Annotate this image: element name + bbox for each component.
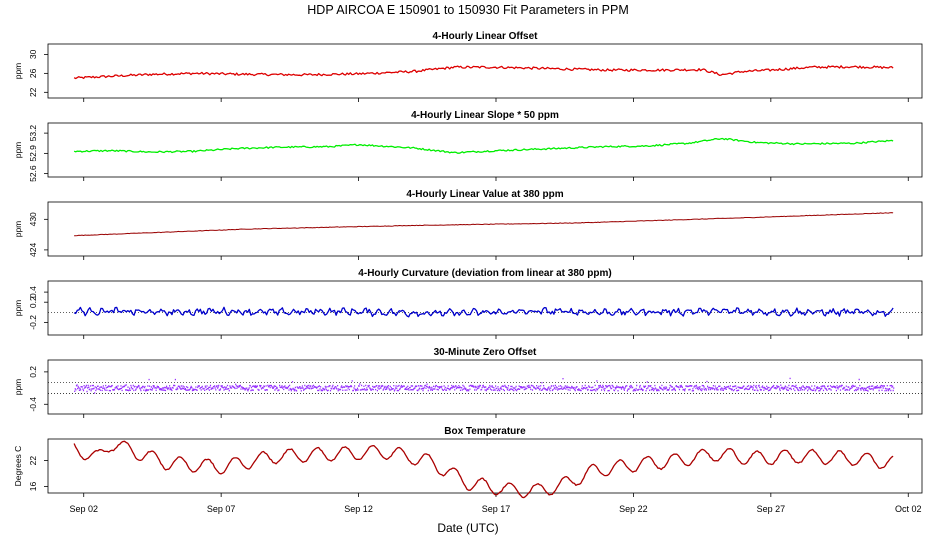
- series-line: [74, 212, 894, 237]
- panel-title: 4-Hourly Linear Value at 380 ppm: [406, 189, 563, 200]
- panel-5: 30-Minute Zero Offset ppm -0.4 0.2: [13, 347, 923, 418]
- plot-frame: [47, 280, 923, 336]
- y-tick-label: 0.2: [28, 366, 38, 378]
- plot-frame: [47, 122, 923, 178]
- y-tick-label: -0.4: [28, 397, 38, 412]
- y-tick-label: 22: [28, 456, 38, 466]
- y-tick-label: 52.6: [28, 165, 38, 182]
- y-tick-label: 53.2: [28, 125, 38, 142]
- x-tick-label: Sep 22: [619, 504, 648, 514]
- y-tick-label: 424: [28, 243, 38, 257]
- y-tick-label: 16: [28, 482, 38, 492]
- series-points: [74, 377, 895, 394]
- x-tick-label: Sep 12: [344, 504, 373, 514]
- x-axis: Sep 02 Sep 07 Sep 12 Sep 17 Sep 22 Sep 27 Oct …: [69, 504, 921, 514]
- series-line: [73, 137, 894, 154]
- panel-3: 4-Hourly Linear Value at 380 ppm ppm 424 43…: [13, 189, 923, 260]
- panel-title: 4-Hourly Linear Offset: [432, 31, 538, 42]
- series-line: [73, 65, 894, 80]
- y-tick-label: 52.9: [28, 145, 38, 162]
- panel-title: Box Temperature: [444, 426, 526, 437]
- y-axis-label: ppm: [13, 300, 23, 317]
- panels: 4-Hourly Linear Offsetppm2226304-Hourly …: [13, 31, 923, 499]
- y-tick-label: 30: [28, 49, 38, 59]
- panel-title: 30-Minute Zero Offset: [434, 347, 537, 358]
- series-line: [73, 440, 894, 499]
- plot-frame: [47, 43, 923, 99]
- panel-title: 4-Hourly Linear Slope * 50 ppm: [411, 110, 559, 121]
- x-tick-label: Sep 17: [482, 504, 511, 514]
- y-axis-label: ppm: [13, 221, 23, 238]
- y-tick-label: 26: [28, 68, 38, 78]
- panel-6: Box Temperature Degrees C 16 22: [13, 426, 923, 499]
- main-title: HDP AIRCOA E 150901 to 150930 Fit Parame…: [307, 3, 628, 17]
- plot-frame: [47, 438, 923, 494]
- y-axis-label: ppm: [13, 142, 23, 159]
- x-tick-label: Oct 02: [895, 504, 922, 514]
- panel-1: 4-Hourly Linear Offset ppm 22 26 30: [13, 31, 923, 102]
- y-tick-label: 22: [28, 87, 38, 97]
- panel-title: 4-Hourly Curvature (deviation from linea…: [358, 268, 611, 279]
- y-tick-label: 0.4: [28, 286, 38, 298]
- x-axis-label: Date (UTC): [437, 521, 498, 535]
- panel-2: 4-Hourly Linear Slope * 50 ppm ppm 52.6 52.…: [13, 110, 923, 182]
- plot-frame: [47, 201, 923, 257]
- x-tick-label: Sep 07: [207, 504, 236, 514]
- y-tick-label: -0.2: [28, 315, 38, 330]
- plot-frame: [47, 359, 923, 415]
- y-axis-label: Degrees C: [13, 446, 23, 487]
- y-tick-label: 0.2: [28, 296, 38, 308]
- y-axis-label: ppm: [13, 379, 23, 396]
- x-tick-label: Sep 27: [757, 504, 786, 514]
- x-tick-label: Sep 02: [69, 504, 98, 514]
- panel-4: 4-Hourly Curvature (deviation from linea…: [13, 268, 923, 339]
- y-axis-label: ppm: [13, 63, 23, 80]
- series-line: [73, 306, 894, 318]
- y-tick-label: 430: [28, 212, 38, 226]
